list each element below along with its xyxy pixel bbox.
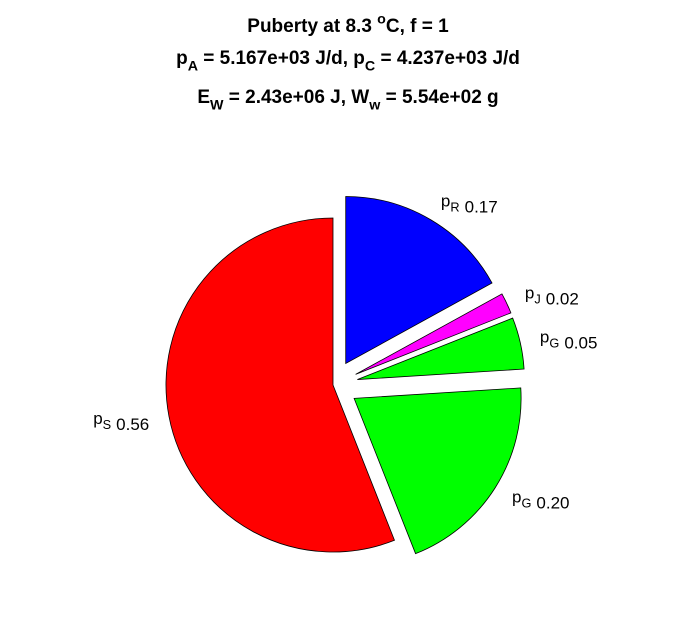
text-sub: W bbox=[210, 98, 224, 114]
slice-label: pR 0.17 bbox=[441, 192, 498, 217]
text-part: p bbox=[540, 328, 549, 347]
text-sub: A bbox=[188, 59, 198, 75]
text-sub: J bbox=[534, 292, 540, 307]
slice-label: pG 0.05 bbox=[540, 328, 597, 353]
text-part: = 4.237e+03 J/d bbox=[375, 48, 520, 69]
value-label: 0.17 bbox=[465, 198, 498, 217]
text-sub: R bbox=[450, 200, 459, 215]
text-part: p bbox=[441, 192, 450, 211]
text-sub: G bbox=[522, 496, 532, 511]
text-part: Puberty at 8.3 bbox=[247, 16, 377, 37]
pie-slice bbox=[357, 317, 525, 380]
text-part: E bbox=[197, 87, 210, 108]
text-sub: S bbox=[103, 417, 112, 432]
text-part: p bbox=[525, 284, 534, 303]
text-part: = 5.54e+02 g bbox=[380, 87, 498, 108]
value-label: 0.56 bbox=[116, 415, 149, 434]
chart-title: EW = 2.43e+06 J, Ww = 5.54e+02 g bbox=[197, 87, 498, 114]
value-label: 0.02 bbox=[546, 290, 579, 309]
text-part: p bbox=[176, 48, 188, 69]
text-part: p bbox=[512, 488, 521, 507]
text-sup: o bbox=[377, 11, 386, 27]
text-part: = 5.167e+03 J/d, p bbox=[198, 48, 365, 69]
pie-slice bbox=[165, 217, 395, 553]
slice-label: pS 0.56 bbox=[93, 410, 149, 435]
value-label: 0.20 bbox=[536, 494, 569, 513]
text-part: = 2.43e+06 J, W bbox=[223, 87, 369, 108]
chart-title: Puberty at 8.3 oC, f = 1 bbox=[247, 11, 449, 37]
slice-label: pG 0.20 bbox=[512, 488, 569, 513]
value-label: 0.05 bbox=[564, 334, 597, 353]
chart-title: pA = 5.167e+03 J/d, pC = 4.237e+03 J/d bbox=[176, 48, 520, 75]
pie-slice bbox=[345, 196, 493, 365]
text-part: C, f = 1 bbox=[386, 16, 449, 37]
text-part: p bbox=[93, 410, 102, 429]
text-sub: G bbox=[549, 336, 559, 351]
text-sub: C bbox=[365, 59, 375, 75]
text-sub: w bbox=[368, 98, 381, 114]
pie-slice bbox=[353, 387, 522, 555]
slice-label: pJ 0.02 bbox=[525, 284, 579, 309]
pie-slice bbox=[355, 293, 512, 375]
